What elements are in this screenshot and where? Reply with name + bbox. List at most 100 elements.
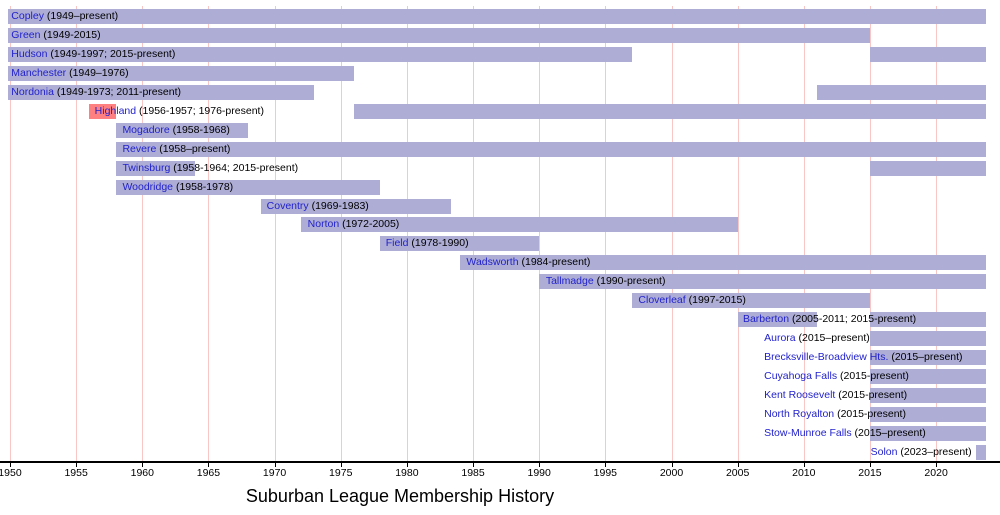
team-link[interactable]: Manchester <box>11 66 67 79</box>
team-link[interactable]: Stow-Munroe Falls <box>764 426 852 439</box>
membership-bar <box>8 9 987 24</box>
timeline-row: Nordonia (1949-1973; 2011-present) <box>8 84 993 100</box>
timeline-row: Cuyahoga Falls (2015-present) <box>8 369 993 385</box>
axis-tick <box>340 463 342 467</box>
gridline-1955 <box>76 6 78 462</box>
timeline-row: Woodridge (1958-1978) <box>8 179 993 195</box>
gridline-1975 <box>340 6 342 462</box>
axis-tick-label: 1965 <box>196 467 221 479</box>
team-link[interactable]: Norton <box>307 218 340 231</box>
row-label: North Royalton (2015-present) <box>764 407 906 422</box>
membership-bar <box>261 198 451 214</box>
membership-bar <box>817 84 987 100</box>
row-label: Field (1978-1990) <box>386 236 469 251</box>
membership-bar <box>8 46 632 62</box>
row-dates: (1978-1990) <box>408 237 469 250</box>
membership-bar <box>115 141 987 157</box>
team-link[interactable]: Cloverleaf <box>638 294 686 307</box>
team-link[interactable]: Field <box>385 237 409 250</box>
axis-tick <box>869 463 871 467</box>
gridline-1965 <box>208 6 210 462</box>
membership-bar <box>631 293 870 309</box>
membership-bar <box>975 444 987 460</box>
membership-bar <box>869 388 987 403</box>
team-link[interactable]: Kent Roosevelt <box>764 389 836 401</box>
row-label: Wadsworth (1984-present) <box>466 255 590 270</box>
row-label: Twinsburg (1958-1964; 2015-present) <box>122 161 298 176</box>
team-link[interactable]: Hudson <box>11 47 48 60</box>
row-label: Solon (2023–present) <box>871 445 972 460</box>
row-label: Revere (1958–present) <box>122 142 230 157</box>
team-link[interactable]: Cuyahoga Falls <box>764 370 838 383</box>
team-link[interactable]: Revere <box>122 142 157 155</box>
gridline-2005 <box>737 6 739 462</box>
axis-tick <box>473 463 475 467</box>
team-link[interactable]: Wadsworth <box>466 256 519 269</box>
membership-bar <box>869 46 987 62</box>
row-label: Highland (1956-1957; 1976-present) <box>95 104 264 119</box>
team-link[interactable]: Mogadore <box>122 123 170 136</box>
membership-bar <box>115 179 381 195</box>
gridline-2015 <box>869 6 871 462</box>
row-label: Norton (1972-2005) <box>308 217 400 232</box>
row-label: Coventry (1969-1983) <box>267 199 369 214</box>
row-dates: (1969-1983) <box>308 199 369 212</box>
axis-tick <box>208 463 210 467</box>
team-link[interactable]: Tallmadge <box>545 275 594 288</box>
timeline-row: Highland (1956-1957; 1976-present) <box>8 103 993 119</box>
row-label: Copley (1949–present) <box>11 9 118 24</box>
axis-tick <box>671 463 673 467</box>
axis-tick <box>406 463 408 467</box>
team-link[interactable]: Nordonia <box>11 85 54 98</box>
row-dates: (2015-present) <box>834 407 906 420</box>
row-dates: (2023–present) <box>897 445 972 458</box>
membership-bar <box>869 369 987 385</box>
team-link[interactable]: Highland <box>94 104 137 117</box>
row-label: Aurora (2015–present) <box>764 331 870 346</box>
team-link[interactable]: Copley <box>11 10 44 22</box>
membership-bar <box>869 406 987 422</box>
row-label: Cloverleaf (1997-2015) <box>638 293 745 308</box>
row-dates: (1949-2015) <box>40 28 101 41</box>
team-link[interactable]: Green <box>11 28 41 41</box>
row-dates: (1956-1957; 1976-present) <box>136 104 264 117</box>
axis-tick-label: 1970 <box>262 467 287 479</box>
axis-tick-label: 2015 <box>858 467 882 479</box>
row-label: Green (1949-2015) <box>11 28 100 43</box>
gridline-2020 <box>936 6 938 462</box>
timeline-row: Revere (1958–present) <box>8 141 993 157</box>
axis-tick <box>9 463 11 467</box>
row-label: Manchester (1949–1976) <box>11 66 128 81</box>
timeline-row: Field (1978-1990) <box>8 236 993 252</box>
team-link[interactable]: Coventry <box>266 199 309 212</box>
gridline-1985 <box>473 6 475 462</box>
team-link[interactable]: Brecksville-Broadview Hts. <box>764 351 889 364</box>
team-link[interactable]: Aurora <box>764 332 796 345</box>
timeline-row: Green (1949-2015) <box>8 27 993 43</box>
team-link[interactable]: Woodridge <box>122 180 174 193</box>
team-link[interactable]: Barberton <box>742 313 790 326</box>
timeline-row: Coventry (1969-1983) <box>8 198 993 214</box>
team-link[interactable]: North Royalton <box>764 407 835 420</box>
timeline-row: Tallmadge (1990-present) <box>8 274 993 290</box>
gridline-1950 <box>9 6 11 462</box>
timeline-row: Barberton (2005-2011; 2015-present) <box>8 312 993 328</box>
membership-bar <box>8 65 354 81</box>
row-dates: (1949-1973; 2011-present) <box>53 85 181 98</box>
timeline-row: Norton (1972-2005) <box>8 217 993 233</box>
axis-tick <box>142 463 144 467</box>
axis-tick-label: 1960 <box>130 467 154 479</box>
timeline-row: Solon (2023–present) <box>8 444 993 460</box>
team-link[interactable]: Twinsburg <box>122 161 171 174</box>
axis-tick <box>539 463 541 467</box>
row-dates: (1949–present) <box>43 10 119 22</box>
membership-bar <box>869 312 987 328</box>
axis-tick <box>605 463 607 467</box>
membership-bar <box>115 122 249 138</box>
membership-bar <box>8 84 315 100</box>
membership-bar <box>869 350 987 366</box>
axis-tick-label: 1950 <box>0 467 22 479</box>
team-link[interactable]: Solon <box>870 445 898 458</box>
timeline-row: Mogadore (1958-1968) <box>8 122 993 138</box>
